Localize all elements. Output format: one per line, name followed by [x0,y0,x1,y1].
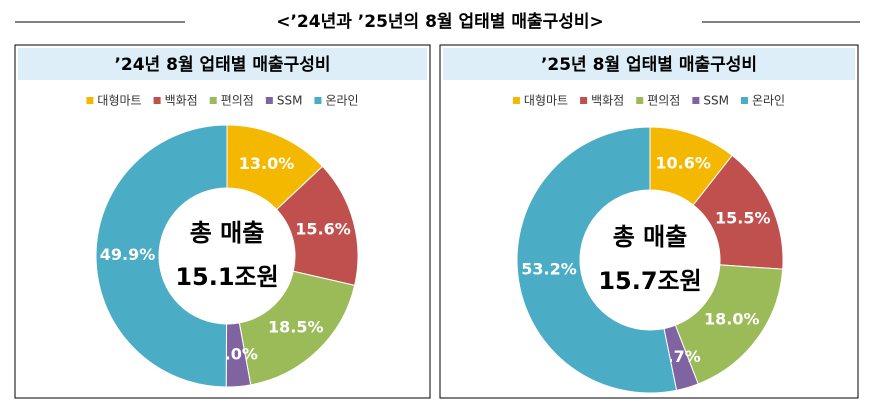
panel-header [18,48,427,80]
value-label: 10.6% [655,154,711,173]
value-label: 15.5% [715,208,771,227]
legend-swatch [265,97,273,104]
value-label: 15.6% [295,220,351,239]
legend-label: SSM [277,94,303,108]
value-label: 49.9% [100,245,156,264]
legend-swatch [692,97,700,104]
legend-swatch [86,97,94,104]
center-text: 15.1조원 [175,263,278,291]
legend-label: 대형마트 [97,94,141,108]
chart-title: ’25년 8월 업태별 매출구성비 [541,55,757,75]
legend-swatch [153,97,161,104]
legend-swatch [209,97,217,104]
chart-title: ’24년 8월 업태별 매출구성비 [114,55,330,75]
legend-label: 대형마트 [524,94,568,108]
legend-swatch [636,97,644,104]
legend-swatch [740,97,748,104]
value-label: 53.2% [521,260,577,279]
center-text: 15.7조원 [598,267,701,295]
legend-swatch [580,97,588,104]
value-label: 18.5% [268,317,324,336]
center-text: 총 매출 [190,219,265,247]
legend-label: 백화점 [165,94,198,108]
legend-label: 편의점 [647,94,680,108]
value-label: 13.0% [239,154,295,173]
legend-label: SSM [703,94,729,108]
main-title: <’24년과 ’25년의 8월 업태별 매출구성비> [276,12,604,32]
panel-frame [14,44,431,399]
legend-label: 백화점 [591,94,624,108]
legend-label: 온라인 [752,94,785,108]
donut-slice [516,126,678,394]
value-label: 18.0% [704,310,760,329]
legend-label: 편의점 [221,94,254,108]
legend-swatch [512,97,520,104]
legend-label: 온라인 [325,94,358,108]
donut-slice [95,124,228,388]
center-text: 총 매출 [613,223,688,251]
panel-header [443,48,855,80]
panel-frame [439,44,859,399]
legend-swatch [314,97,322,104]
